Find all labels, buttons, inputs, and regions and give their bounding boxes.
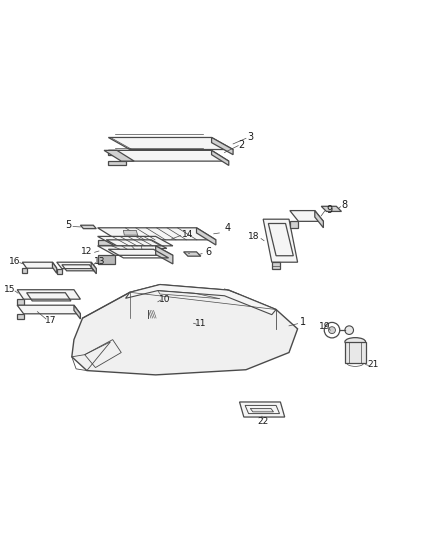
Text: 8: 8 xyxy=(342,200,348,211)
Circle shape xyxy=(328,327,336,334)
Polygon shape xyxy=(98,246,173,255)
Polygon shape xyxy=(143,318,194,329)
Polygon shape xyxy=(124,230,138,235)
Polygon shape xyxy=(212,150,229,165)
Polygon shape xyxy=(108,150,130,155)
Text: 19: 19 xyxy=(319,322,331,331)
Text: 10: 10 xyxy=(159,295,171,304)
Text: 16: 16 xyxy=(9,257,20,266)
Polygon shape xyxy=(108,161,126,165)
Polygon shape xyxy=(57,269,62,274)
Ellipse shape xyxy=(345,337,366,346)
Polygon shape xyxy=(147,301,185,310)
Text: 15: 15 xyxy=(4,285,15,294)
Polygon shape xyxy=(53,262,57,273)
Polygon shape xyxy=(104,150,134,161)
Text: 9: 9 xyxy=(326,205,332,215)
Polygon shape xyxy=(17,290,81,299)
Text: 2: 2 xyxy=(239,140,245,150)
Text: 14: 14 xyxy=(182,230,194,239)
Polygon shape xyxy=(212,138,233,155)
Text: 6: 6 xyxy=(205,247,211,257)
Polygon shape xyxy=(17,299,24,305)
Polygon shape xyxy=(98,255,115,264)
Polygon shape xyxy=(91,262,96,274)
Polygon shape xyxy=(263,219,297,262)
Polygon shape xyxy=(184,252,201,256)
Polygon shape xyxy=(155,246,173,264)
Text: 22: 22 xyxy=(258,417,269,426)
Polygon shape xyxy=(126,285,276,314)
Polygon shape xyxy=(272,262,280,269)
Polygon shape xyxy=(74,305,81,319)
Polygon shape xyxy=(57,262,96,269)
Polygon shape xyxy=(345,342,366,364)
Polygon shape xyxy=(108,138,233,150)
Polygon shape xyxy=(22,268,27,273)
Polygon shape xyxy=(250,408,273,412)
Polygon shape xyxy=(81,225,96,229)
Text: 1: 1 xyxy=(300,318,306,327)
Circle shape xyxy=(345,326,353,334)
Polygon shape xyxy=(177,301,185,318)
Polygon shape xyxy=(197,228,216,245)
Polygon shape xyxy=(290,211,323,221)
Polygon shape xyxy=(290,221,298,228)
Polygon shape xyxy=(72,285,297,375)
Polygon shape xyxy=(240,402,285,417)
Polygon shape xyxy=(108,150,229,161)
Polygon shape xyxy=(98,237,173,246)
Polygon shape xyxy=(321,206,342,212)
Polygon shape xyxy=(17,314,24,319)
Text: 4: 4 xyxy=(225,223,231,233)
Polygon shape xyxy=(98,240,117,245)
Text: 11: 11 xyxy=(195,319,207,328)
Text: 3: 3 xyxy=(247,132,253,142)
Text: 5: 5 xyxy=(66,220,72,230)
Text: 21: 21 xyxy=(367,360,379,369)
Text: 12: 12 xyxy=(81,247,92,256)
Text: 17: 17 xyxy=(45,316,56,325)
Polygon shape xyxy=(17,305,81,314)
Text: 13: 13 xyxy=(94,257,106,266)
Text: 18: 18 xyxy=(248,232,259,241)
Polygon shape xyxy=(22,262,57,268)
Polygon shape xyxy=(147,310,155,318)
Polygon shape xyxy=(315,211,323,228)
Polygon shape xyxy=(98,228,216,240)
